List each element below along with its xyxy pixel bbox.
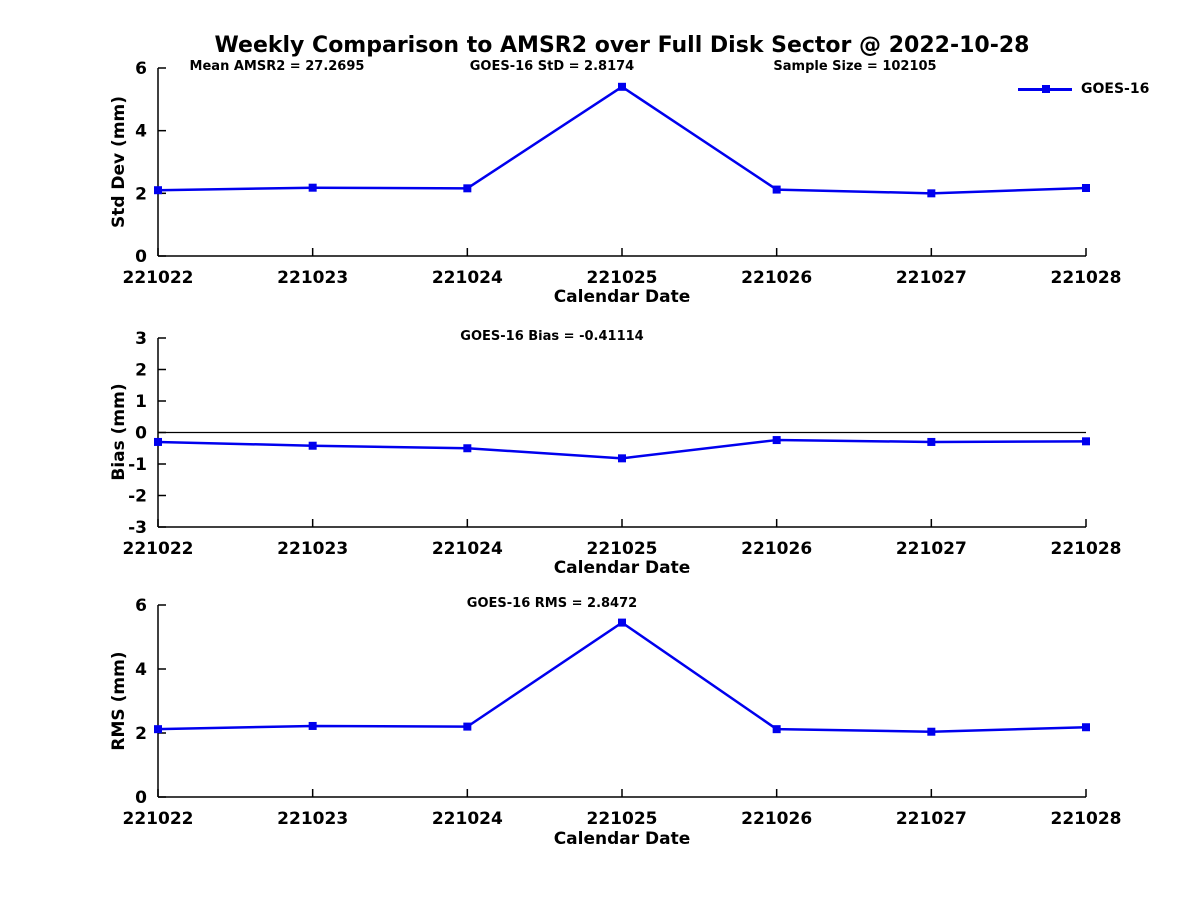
bias-y-tick-label: -3: [128, 518, 147, 538]
bias-data-point-marker: [308, 441, 317, 450]
bias-data-point-marker: [772, 436, 781, 445]
rms-data-point-marker: [1082, 723, 1090, 732]
annotation-goes16-bias: GOES-16 Bias = -0.41114: [460, 329, 644, 344]
rms-y-tick-label: 4: [135, 660, 147, 680]
rms-data-point-marker: [618, 618, 626, 627]
std-dev-y-tick-label: 2: [135, 184, 147, 204]
legend-line-marker-icon: [1018, 81, 1072, 97]
std-dev-data-point-marker: [772, 185, 781, 194]
rms-data-point-marker: [772, 725, 781, 734]
bias-x-tick-label: 221027: [896, 539, 967, 559]
bias-y-tick-label: 0: [135, 424, 147, 444]
rms-x-tick-label: 221027: [896, 809, 967, 829]
rms-x-tick-label: 221023: [277, 809, 348, 829]
annotation-goes16-std: GOES-16 StD = 2.8174: [469, 59, 635, 74]
y-axis-title-rms: RMS (mm): [109, 651, 129, 751]
rms-x-tick-label: 221026: [741, 809, 812, 829]
std-dev-data-line: [157, 85, 1087, 195]
bias-x-tick-label: 221026: [741, 539, 812, 559]
rms-y-tick-label: 6: [135, 596, 147, 616]
x-axis-title-2: Calendar Date: [553, 558, 691, 578]
bias-data-point-marker: [1082, 437, 1090, 446]
bias-y-tick-label: -2: [128, 487, 147, 507]
std-dev-y-tick-label: 6: [135, 59, 147, 79]
std-dev-data-point-marker: [463, 184, 472, 193]
bias-y-tick-label: -1: [128, 455, 147, 475]
std-dev-y-tick-label: 4: [135, 122, 147, 142]
bias-x-tick-label: 221023: [277, 539, 348, 559]
std-dev-data-point-marker: [154, 186, 162, 195]
annotation-goes16-rms: GOES-16 RMS = 2.8472: [466, 596, 638, 611]
x-axis-title-1: Calendar Date: [553, 287, 691, 307]
bias-data-point-marker: [927, 437, 936, 446]
x-axis-title-3: Calendar Date: [553, 829, 691, 849]
rms-x-tick-label: 221024: [432, 809, 503, 829]
rms-x-tick-label: 221025: [587, 809, 658, 829]
bias-x-tick-label: 221022: [123, 539, 194, 559]
bias-data-point-marker: [463, 444, 472, 453]
rms-data-line: [157, 621, 1087, 733]
rms-data-point-marker: [927, 727, 936, 736]
rms-y-tick-label: 0: [135, 788, 147, 808]
y-axis-title-bias: Bias (mm): [109, 383, 129, 481]
std-dev-data-point-marker: [618, 82, 626, 91]
std-dev-y-tick-label: 0: [135, 247, 147, 267]
bias-data-point-marker: [618, 454, 626, 463]
legend-label: GOES-16: [1081, 81, 1150, 97]
std-dev-x-tick-label: 221024: [432, 268, 503, 288]
std-dev-x-tick-label: 221028: [1051, 268, 1122, 288]
bias-y-tick-label: 1: [135, 392, 147, 412]
std-dev-x-tick-label: 221026: [741, 268, 812, 288]
std-dev-x-tick-label: 221023: [277, 268, 348, 288]
std-dev-data-point-marker: [1082, 184, 1090, 193]
annotation-sample-size: Sample Size = 102105: [773, 59, 937, 74]
std-dev-x-tick-label: 221025: [587, 268, 658, 288]
rms-x-tick-label: 221028: [1051, 809, 1122, 829]
bias-x-tick-label: 221028: [1051, 539, 1122, 559]
bias-y-tick-label: 3: [135, 329, 147, 349]
legend: GOES-16: [1018, 81, 1149, 97]
figure-title: Weekly Comparison to AMSR2 over Full Dis…: [214, 33, 1030, 58]
std-dev-data-point-marker: [927, 189, 936, 198]
std-dev-x-tick-label: 221027: [896, 268, 967, 288]
bias-x-tick-label: 221024: [432, 539, 503, 559]
rms-data-point-marker: [308, 721, 317, 730]
bias-data-point-marker: [154, 437, 162, 446]
bias-x-tick-label: 221025: [587, 539, 658, 559]
rms-x-tick-label: 221022: [123, 809, 194, 829]
annotation-mean-amsr2: Mean AMSR2 = 27.2695: [189, 59, 365, 74]
std-dev-data-point-marker: [308, 183, 317, 192]
bias-y-tick-label: 2: [135, 361, 147, 381]
std-dev-x-tick-label: 221022: [123, 268, 194, 288]
y-axis-title-stddev: Std Dev (mm): [109, 95, 129, 229]
rms-data-point-marker: [463, 722, 472, 731]
rms-y-tick-label: 2: [135, 724, 147, 744]
rms-data-point-marker: [154, 725, 162, 734]
